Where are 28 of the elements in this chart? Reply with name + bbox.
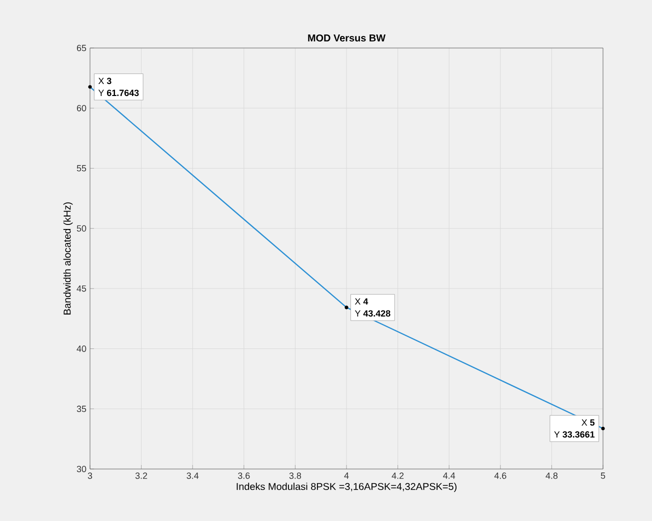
x-tick-label: 3.2: [135, 472, 148, 479]
x-tick-label: 5: [600, 472, 606, 479]
annotation: X 5: [582, 419, 595, 426]
y-tick-label: 35: [76, 406, 86, 412]
y-tick-label: 45: [76, 285, 86, 292]
chart-title: MOD Versus BW: [308, 34, 386, 42]
annotation: X 3: [98, 78, 112, 84]
x-tick-label: 4.4: [443, 472, 456, 479]
y-tick-label: 40: [76, 346, 86, 352]
x-axis-title: Indeks Modulasi 8PSK =3,16APSK=4,32APSK=5): [236, 482, 456, 492]
y-tick-label: 55: [76, 165, 86, 172]
x-tick-label: 3: [88, 472, 92, 479]
x-tick-label: 3.8: [289, 472, 302, 479]
x-tick-label: 3.6: [238, 472, 250, 479]
annotation: Y 61.7643: [98, 90, 139, 96]
annotation: Y 43.428: [354, 310, 390, 317]
y-tick-label: 30: [76, 466, 86, 472]
x-tick-label: 4.8: [546, 472, 558, 479]
y-tick-label: 50: [76, 225, 86, 232]
annotation: X 4: [354, 298, 368, 305]
x-tick-label: 4: [344, 472, 349, 479]
x-tick-label: 4.2: [392, 472, 404, 479]
x-tick-label: 4.6: [494, 472, 506, 479]
annotation: Y 33.3661: [554, 431, 595, 438]
y-tick-label: 60: [76, 104, 86, 112]
x-tick-label: 3.4: [186, 472, 199, 479]
y-tick-label: 65: [76, 44, 86, 52]
y-axis-title: Bandwidth alocated (kHz): [63, 202, 73, 314]
